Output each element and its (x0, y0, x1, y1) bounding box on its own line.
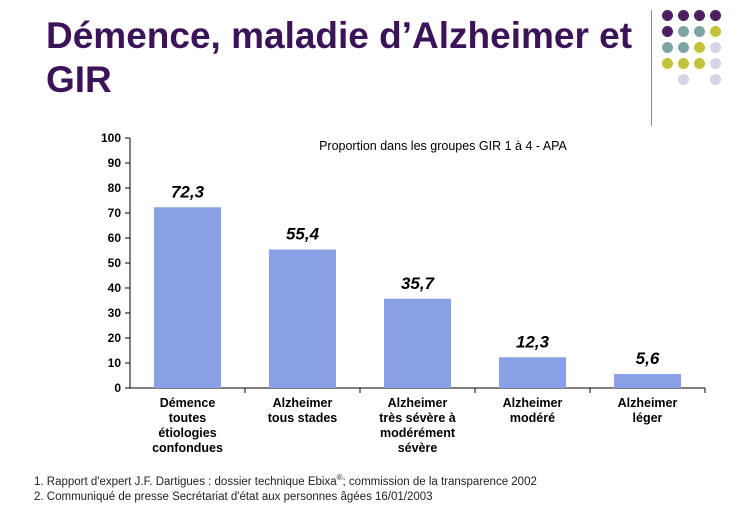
bar-value-label: 72,3 (171, 182, 205, 201)
y-tick-label: 100 (101, 131, 121, 145)
footnotes: 1. Rapport d'expert J.F. Dartigues : dos… (34, 470, 734, 505)
decorative-dot (678, 42, 689, 53)
bar (384, 298, 451, 388)
y-tick-label: 30 (108, 306, 122, 320)
registered-mark: ® (336, 473, 343, 482)
bar-value-label: 55,4 (286, 225, 320, 244)
category-label: Alzheimer (618, 396, 678, 410)
decorative-dot (662, 42, 673, 53)
y-tick-label: 80 (108, 181, 122, 195)
bar (499, 357, 566, 388)
category-label: léger (633, 411, 663, 425)
category-label: modéré (510, 411, 555, 425)
category-label: toutes (169, 411, 207, 425)
decorative-dot (710, 10, 721, 21)
category-label: Alzheimer (503, 396, 563, 410)
decorative-dot (662, 10, 673, 21)
y-tick-label: 60 (108, 231, 122, 245)
bar (154, 207, 221, 388)
category-label: confondues (152, 441, 223, 455)
category-label: Démence (160, 396, 216, 410)
category-label: étiologies (158, 426, 216, 440)
decorative-dot (710, 74, 721, 85)
bar-chart: Proportion dans les groupes GIR 1 à 4 - … (101, 131, 706, 455)
y-tick-label: 0 (114, 381, 121, 395)
category-label: Alzheimer (273, 396, 333, 410)
bar-value-label: 35,7 (401, 274, 436, 293)
chart-title: Proportion dans les groupes GIR 1 à 4 - … (319, 139, 567, 153)
footnote-1-text: 1. Rapport d'expert J.F. Dartigues : dos… (34, 475, 337, 488)
category-label: tous stades (268, 411, 338, 425)
decorative-dot (694, 10, 705, 21)
decorative-dot (694, 58, 705, 69)
decorative-dot (678, 10, 689, 21)
slide-title: Démence, maladie d’Alzheimer et GIR (46, 15, 633, 100)
category-label: modérément (380, 426, 456, 440)
category-label: sévère (398, 441, 438, 455)
bar (269, 249, 336, 388)
decorative-dot (694, 42, 705, 53)
footnote-1-text-end: ; commission de la transparence 2002 (342, 475, 537, 488)
decorative-dot (678, 26, 689, 37)
category-label: Alzheimer (388, 396, 448, 410)
decorative-dot (678, 58, 689, 69)
y-tick-label: 90 (108, 156, 122, 170)
category-label: très sévère à (379, 411, 456, 425)
y-tick-label: 70 (108, 206, 122, 220)
footnote-1: 1. Rapport d'expert J.F. Dartigues : dos… (34, 470, 734, 490)
decorative-dot (662, 58, 673, 69)
decorative-dot (662, 26, 673, 37)
decorative-dot (678, 74, 689, 85)
decorative-dot (694, 26, 705, 37)
y-tick-label: 20 (108, 331, 122, 345)
y-tick-label: 40 (108, 281, 122, 295)
y-tick-label: 50 (108, 256, 122, 270)
decorative-dot-grid (662, 10, 742, 110)
decorative-dot (710, 26, 721, 37)
footnote-2: 2. Communiqué de presse Secrétariat d'ét… (34, 490, 433, 503)
bar-value-label: 12,3 (516, 332, 550, 351)
bar-value-label: 5,6 (636, 349, 660, 368)
y-tick-label: 10 (108, 356, 122, 370)
decorative-dot (710, 58, 721, 69)
decorative-dot (710, 42, 721, 53)
title-divider (651, 10, 652, 126)
bar (614, 374, 681, 388)
